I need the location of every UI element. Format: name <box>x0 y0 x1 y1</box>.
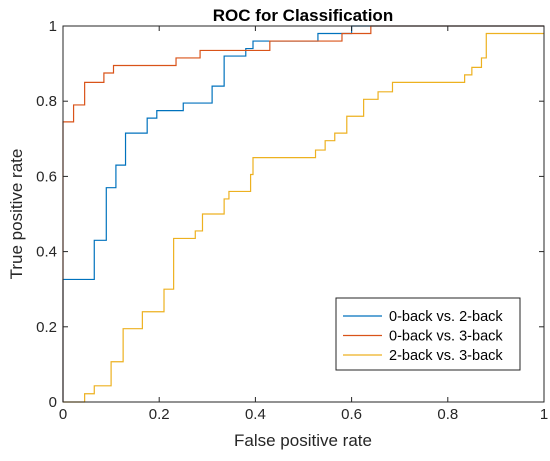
y-tick-label: 1 <box>49 18 57 35</box>
x-tick-label: 0.2 <box>149 406 170 423</box>
x-tick-label: 0 <box>59 406 67 423</box>
legend-label-1: 0-back vs. 2-back <box>389 309 503 325</box>
y-tick-label: 0.4 <box>36 244 57 261</box>
legend-items: 0-back vs. 2-back 0-back vs. 3-back 2-back… <box>343 309 503 364</box>
x-axis-label: False positive rate <box>234 431 372 450</box>
roc-curve-3 <box>63 32 544 403</box>
roc-curve-2 <box>62 25 544 402</box>
legend: 0-back vs. 2-back 0-back vs. 3-back 2-back… <box>335 297 521 371</box>
x-tick-label: 0.8 <box>437 406 458 423</box>
y-tick-label: 0.2 <box>36 319 57 336</box>
y-tick-label: 0.6 <box>36 168 57 185</box>
legend-label-3: 2-back vs. 3-back <box>389 348 503 364</box>
y-tick-label: 0 <box>49 394 57 411</box>
ticks-layer: 0 0.2 0.4 0.6 0.8 1 0 0.2 0.4 0.6 0.8 1 <box>36 18 548 423</box>
y-axis-label: True positive rate <box>7 149 26 280</box>
axes-layer <box>62 25 545 403</box>
x-tick-label: 1 <box>540 406 548 423</box>
legend-label-2: 0-back vs. 3-back <box>389 329 503 345</box>
curves-layer <box>62 25 544 403</box>
y-tick-label: 0.8 <box>36 93 57 110</box>
x-tick-label: 0.6 <box>341 406 362 423</box>
x-tick-label: 0.4 <box>245 406 266 423</box>
legend-box <box>335 297 521 371</box>
chart-title: ROC for Classification <box>213 6 393 25</box>
axes-frame <box>62 25 545 403</box>
